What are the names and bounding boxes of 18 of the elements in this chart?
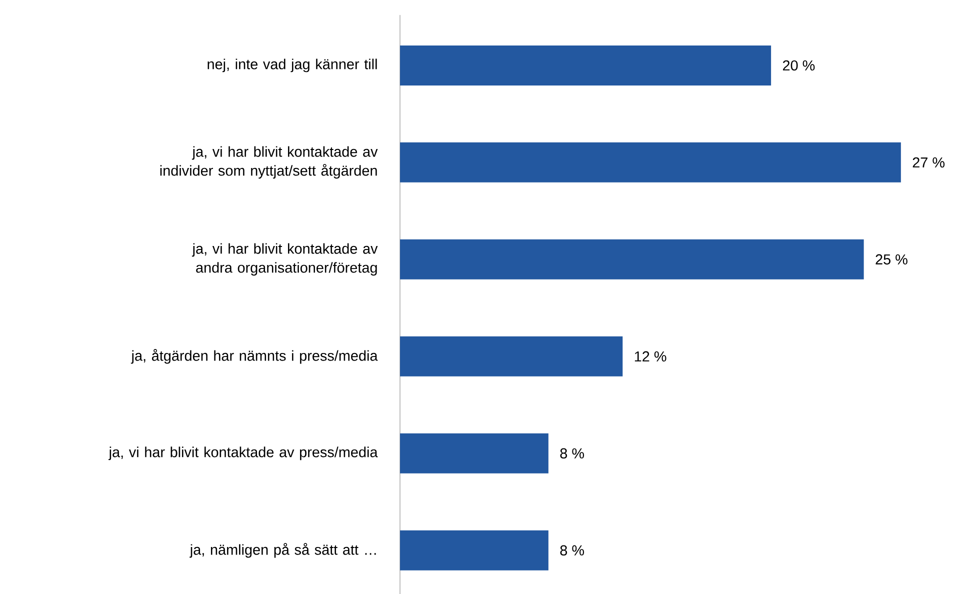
bar — [400, 433, 548, 474]
bar — [400, 45, 772, 86]
y-tick-label: ja, åtgärden har nämnts i press/media — [130, 349, 378, 364]
bar — [400, 142, 901, 182]
data-label: 12 % — [634, 351, 666, 362]
bar — [400, 239, 864, 280]
data-label: 27 % — [912, 157, 945, 168]
y-tick-label: ja, vi har blivit kontaktade av andra organisationer/företag — [192, 243, 378, 276]
bar — [400, 530, 548, 570]
y-tick-label: ja, vi har blivit kontaktade av individer som nyttjat/sett åtgärden — [160, 146, 378, 179]
bar — [400, 336, 623, 376]
y-tick-label: ja, nämligen på så sätt att … — [190, 543, 376, 558]
data-label: 8 % — [560, 448, 584, 458]
data-label: 20 % — [782, 60, 815, 71]
y-tick-label: nej, inte vad jag känner till — [208, 58, 377, 72]
y-tick-label: ja, vi har blivit kontaktade av press/media — [108, 446, 378, 460]
data-label: 25 % — [876, 254, 908, 265]
data-label: 8 % — [560, 545, 584, 556]
